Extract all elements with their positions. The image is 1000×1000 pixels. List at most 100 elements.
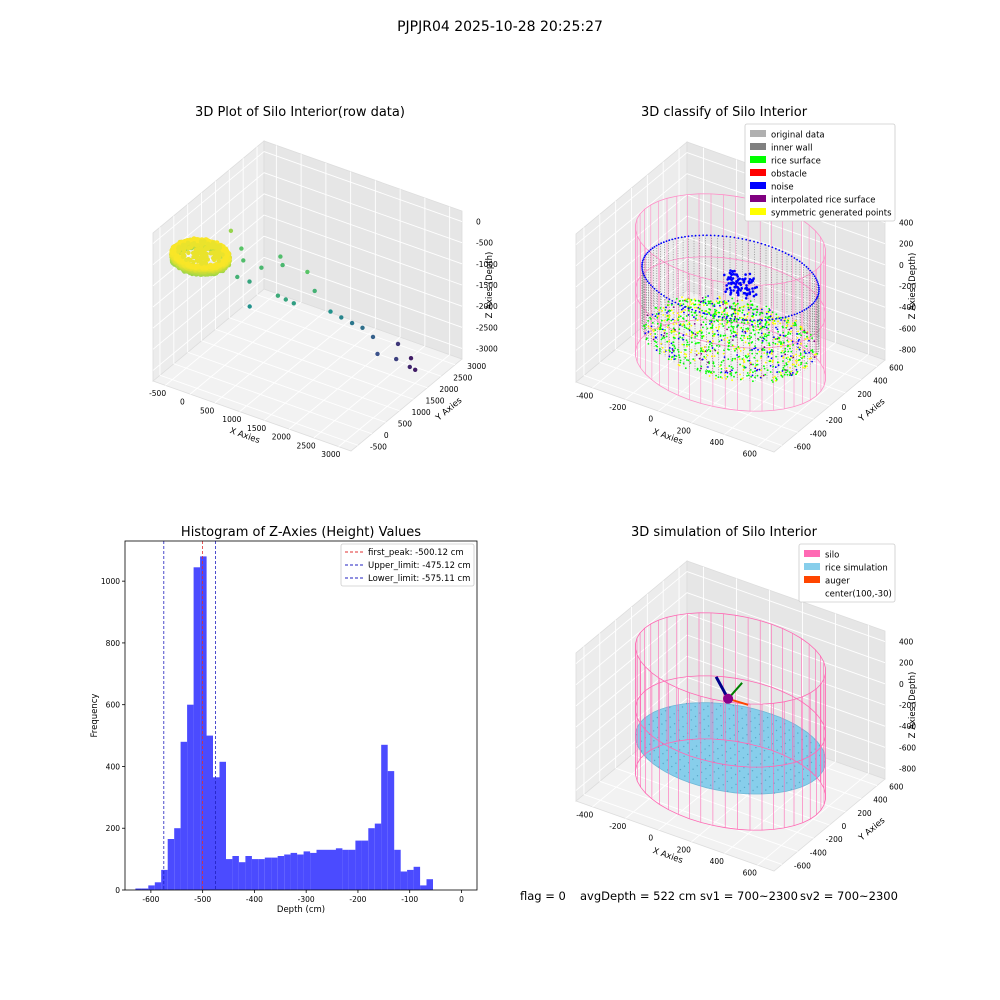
p4-rice-point: [726, 770, 728, 773]
p2-surface-point: [719, 304, 721, 307]
p4-z-tick-label: -400: [899, 722, 916, 731]
footer-flag: flag = 0: [520, 889, 566, 903]
p4-rice-point: [763, 730, 765, 732]
p4-x-tick-label: -200: [609, 822, 626, 831]
p4-rice-point: [714, 781, 716, 783]
p2-surface-point: [757, 331, 760, 334]
p2-rim-noise-point: [671, 300, 674, 302]
p2-surface-point: [708, 311, 710, 314]
p2-surface-point: [698, 307, 701, 310]
p2-surface-point: [688, 323, 691, 325]
p2-surface-point: [787, 360, 790, 363]
p2-surface-point: [704, 298, 706, 301]
p2-rim-noise-point: [812, 273, 815, 276]
p2-surface-point: [729, 329, 732, 332]
p2-surface-point: [716, 302, 719, 304]
p2-surface-point: [760, 369, 762, 372]
p1-y-tick-label: -500: [370, 442, 387, 451]
p2-rim-noise-point: [817, 284, 820, 287]
p2-surface-point: [728, 342, 730, 345]
p2-rim-noise-point: [684, 235, 686, 238]
p4-rice-point: [792, 726, 794, 728]
p2-surface-point: [713, 303, 716, 306]
p4-rice-point: [776, 759, 779, 761]
p2-surface-point: [691, 341, 693, 344]
p2-surface-point: [645, 338, 648, 341]
p2-surface-point: [739, 378, 742, 381]
p4-rice-point: [709, 774, 711, 776]
p2-surface-point: [774, 366, 777, 369]
p2-surface-point: [763, 365, 765, 368]
p1-data-point: [339, 315, 344, 320]
p2-surface-point: [725, 307, 727, 310]
p2-surface-point: [805, 352, 807, 355]
p2-surface-point: [716, 352, 719, 355]
p2-rim-noise-point: [698, 234, 701, 237]
p2-surface-point: [726, 314, 728, 316]
p3-histogram-bar: [329, 849, 336, 890]
p4-rice-point: [675, 762, 677, 764]
p4-rice-point: [758, 723, 761, 726]
p2-surface-point: [721, 323, 724, 325]
p3-histogram-bar: [167, 839, 175, 890]
p4-rice-point: [713, 751, 715, 753]
p2-surface-point: [721, 377, 724, 379]
p2-surface-point: [675, 322, 678, 325]
p1-data-point: [394, 356, 399, 362]
p2-surface-point: [803, 355, 806, 358]
p2-surface-point: [749, 337, 751, 340]
p2-surface-point: [686, 323, 689, 326]
p2-z-gridline: [686, 279, 886, 350]
p2-surface-point: [719, 376, 722, 378]
p2-surface-point: [798, 346, 801, 349]
p3-histogram-bar: [323, 849, 330, 890]
p2-surface-point: [686, 359, 688, 361]
footer-sv1: sv1 = 700~2300: [700, 889, 798, 903]
p2-surface-point: [677, 351, 680, 353]
p2-surface-point: [673, 358, 676, 360]
p2-rim-noise-point: [643, 274, 646, 277]
p2-surface-point: [743, 335, 746, 337]
p2-surface-point: [790, 339, 793, 342]
p4-rice-point: [679, 749, 681, 751]
p2-surface-point: [780, 355, 783, 358]
p2-surface-point: [800, 361, 803, 364]
p2-surface-point: [724, 371, 727, 374]
p2-surface-point: [701, 358, 704, 361]
p1-z-tick-label: -2000: [476, 302, 498, 311]
p2-surface-point: [788, 371, 791, 373]
p2-surface-point: [660, 323, 662, 325]
p3-histogram-bar: [335, 848, 343, 890]
p4-rice-point: [703, 718, 705, 721]
p2-surface-point: [681, 296, 683, 299]
p2-noise-cluster-point: [729, 276, 733, 279]
p2-surface-point: [785, 357, 788, 359]
p2-z-gridline: [686, 194, 886, 266]
p2-surface-point: [771, 311, 774, 314]
p2-surface-point: [752, 326, 755, 328]
p2-surface-point: [795, 362, 798, 364]
p2-surface-point: [682, 310, 684, 312]
p2-rim-noise-point: [733, 318, 736, 321]
p2-surface-point: [654, 340, 656, 343]
p2-surface-point: [815, 353, 817, 356]
panel4-title: 3D simulation of Silo Interior: [631, 525, 818, 540]
p4-y-axis-label: Y Axies: [856, 815, 887, 843]
p2-surface-point: [754, 322, 756, 325]
p2-surface-point: [799, 327, 802, 330]
p4-legend-swatch: [804, 563, 820, 570]
p4-rice-point: [794, 765, 796, 767]
p2-surface-point: [658, 352, 661, 355]
p2-surface-point: [711, 302, 714, 305]
p4-rice-point: [758, 713, 760, 716]
p2-surface-point: [667, 358, 670, 361]
p2-surface-point: [694, 336, 696, 338]
p2-surface-point: [647, 320, 649, 322]
p1-data-point: [312, 288, 317, 294]
p1-z-axis-label: Z Axies (Depth): [485, 252, 495, 319]
p4-rice-point: [716, 728, 718, 730]
p2-surface-point: [701, 350, 704, 353]
p2-z-tick-label: -800: [899, 345, 916, 354]
p2-surface-point: [730, 325, 733, 328]
p2-legend-swatch: [750, 156, 766, 163]
